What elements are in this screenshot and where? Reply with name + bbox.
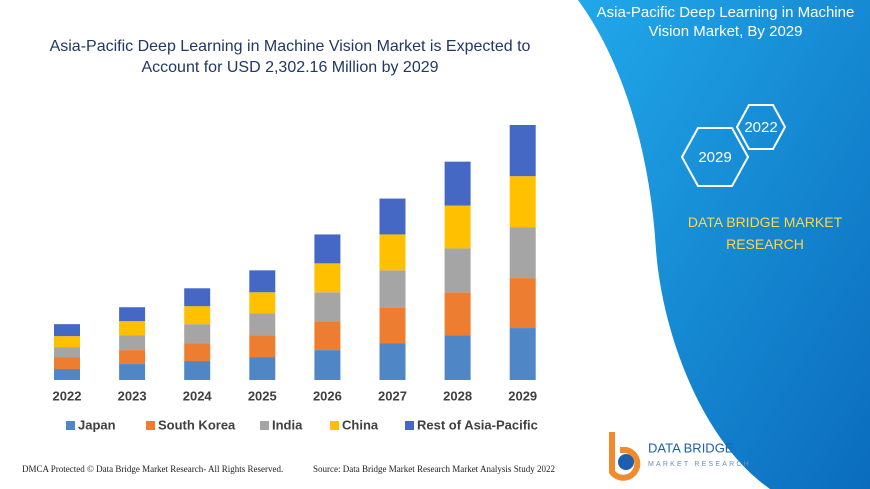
bar-segment	[379, 270, 406, 308]
bar-segment	[379, 198, 406, 235]
legend-label: South Korea	[158, 417, 236, 432]
bar-segment	[119, 307, 146, 322]
side-panel	[578, 0, 870, 489]
x-tick-label: 2024	[183, 388, 213, 403]
bar-segment	[444, 161, 471, 206]
bar-segment	[379, 343, 406, 380]
bar-segment	[444, 292, 471, 336]
x-tick-label: 2023	[118, 388, 147, 403]
chart-title: Asia-Pacific Deep Learning in Machine Vi…	[49, 38, 531, 76]
hexagon	[680, 127, 750, 187]
bar-segment	[249, 270, 276, 293]
legend-swatch	[330, 421, 339, 430]
bar-segment	[509, 125, 536, 177]
x-tick-label: 2026	[313, 388, 342, 403]
bar-segment	[314, 350, 341, 380]
bar-segment	[119, 364, 146, 380]
panel-title: Asia-Pacific Deep Learning in Machine Vi…	[596, 4, 855, 40]
x-tick-label: 2027	[378, 388, 407, 403]
legend-swatch	[260, 421, 269, 430]
legend-swatch	[146, 421, 155, 430]
bar-segment	[444, 205, 471, 249]
bar-segment	[184, 324, 211, 344]
footer-left: DMCA Protected © Data Bridge Market Rese…	[22, 464, 284, 474]
logo-icon	[618, 454, 634, 470]
x-tick-label: 2028	[443, 388, 472, 403]
legend-swatch	[66, 421, 75, 430]
bar-segment	[119, 335, 146, 351]
bar-segment	[54, 369, 80, 380]
bar-segment	[249, 335, 276, 358]
bar-segment	[184, 306, 211, 325]
bar-segment	[379, 307, 406, 344]
bar-segment	[444, 248, 471, 293]
bar-segment	[54, 347, 80, 358]
bar-segment	[54, 324, 80, 337]
badge: 2022	[744, 119, 777, 136]
logo-name: DATA BRIDGE	[648, 440, 734, 455]
bar-segment	[509, 227, 536, 279]
bar-segment	[314, 234, 341, 264]
bar-segment	[249, 292, 276, 314]
bar-segment	[184, 343, 211, 362]
x-tick-label: 2025	[248, 388, 277, 403]
logo-icon	[609, 432, 641, 481]
bar-segment	[314, 292, 341, 322]
bar-segment	[509, 278, 536, 329]
bar-segment	[54, 357, 80, 370]
bar-segment	[184, 361, 211, 380]
bar-segment	[314, 263, 341, 293]
bar-segment	[54, 336, 80, 348]
brand: DATA BRIDGE MARKET RESEARCH	[687, 214, 843, 252]
bar-segment	[444, 335, 471, 380]
bar-segment	[379, 234, 406, 271]
x-tick-label: 2022	[53, 388, 82, 403]
hexagon	[735, 104, 787, 150]
bar-segment	[249, 313, 276, 336]
bar-segment	[314, 321, 341, 351]
badge: 2029	[698, 149, 731, 166]
logo-tagline: MARKET RESEARCH	[648, 461, 751, 468]
bar-segment	[184, 288, 211, 307]
bar-segment	[119, 321, 146, 336]
bar-segment	[249, 357, 276, 380]
legend-label: Rest of Asia-Pacific	[417, 417, 538, 432]
legend-label: India	[272, 417, 303, 432]
legend-label: Japan	[78, 417, 116, 432]
legend-swatch	[405, 421, 414, 430]
x-tick-label: 2029	[508, 388, 537, 403]
bar-segment	[119, 350, 146, 365]
bar-segment	[509, 176, 536, 228]
footer-right: Source: Data Bridge Market Research Mark…	[313, 464, 555, 474]
bar-segment	[509, 328, 536, 380]
legend-label: China	[342, 417, 379, 432]
